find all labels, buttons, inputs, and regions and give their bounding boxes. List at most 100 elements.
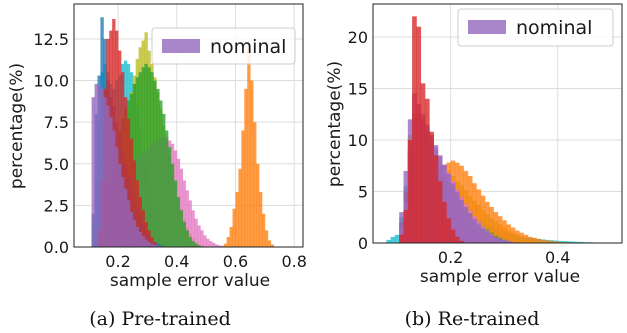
histogram-bar (167, 147, 172, 247)
histogram-bar (553, 241, 559, 243)
x-tick-labels: 0.2 0.4 0.6 0.8 (105, 252, 307, 271)
histogram-bar (570, 241, 576, 243)
x-tick-labels: 0.2 0.4 (438, 248, 571, 267)
histogram-bar (472, 183, 477, 243)
histogram-bar (472, 219, 477, 243)
histogram-bar (450, 229, 456, 243)
y-tick-label: 12.5 (33, 30, 69, 49)
histogram-bar (226, 237, 231, 247)
y-tick-label: 0.0 (44, 238, 69, 257)
plot-frame (372, 3, 623, 244)
caption-re-trained: (b) Re-trained (405, 308, 540, 330)
histogram-bar (162, 113, 166, 248)
histogram-bar (244, 88, 248, 247)
histogram-bar (194, 243, 198, 247)
histogram-bar (446, 218, 452, 243)
histogram-bar (264, 230, 269, 247)
histogram-bar (138, 197, 142, 247)
legend-box (457, 8, 614, 47)
histogram-bar (220, 245, 225, 247)
histogram-bar (118, 163, 122, 247)
y-tick-label: 0 (358, 234, 368, 253)
histogram-bar (523, 234, 529, 243)
histogram-bar (519, 232, 524, 243)
histogram-bar (399, 212, 404, 243)
histogram-bar (557, 240, 563, 243)
histogram-bar (442, 201, 447, 243)
histogram-bar (493, 236, 499, 243)
histogram-bar (112, 130, 116, 247)
histogram-bar (132, 220, 137, 247)
histogram-bar (185, 190, 189, 247)
histogram-bar (115, 30, 119, 247)
y-axis-label: percentage(%) (325, 61, 345, 187)
histogram-bar (188, 200, 192, 247)
histogram-bar (150, 72, 154, 248)
histogram-bar (156, 88, 160, 247)
histogram-bar (540, 239, 546, 243)
y-tick-label: 2.5 (44, 196, 69, 215)
x-tick-label: 0.4 (164, 252, 189, 271)
histogram-bar (156, 243, 160, 247)
histogram-bar (170, 163, 175, 247)
histogram-bar (450, 183, 456, 243)
y-axis-label: percentage(%) (7, 63, 27, 189)
histogram-bar (217, 245, 222, 247)
histogram-bar (235, 192, 239, 247)
histogram-bar (203, 235, 207, 247)
histogram-bar (150, 237, 154, 247)
histogram-bar (424, 98, 430, 243)
histogram-bar (416, 26, 422, 244)
histogram-bar (182, 180, 186, 247)
histogram-bar (232, 208, 236, 247)
histogram-bar (94, 83, 98, 247)
histogram-bar (150, 243, 154, 247)
x-tick-label: 0.6 (223, 252, 248, 271)
histogram-bar (197, 225, 201, 247)
legend-swatch-nominal (468, 20, 506, 34)
x-axis-label: sample error value (110, 271, 270, 291)
histogram-bar (141, 210, 145, 247)
histogram-bar (123, 97, 128, 248)
histogram-bar (173, 180, 178, 247)
histogram-bar (118, 50, 122, 248)
histogram-bar (153, 80, 157, 247)
histogram-bar (91, 97, 95, 248)
histogram-bar (179, 168, 184, 247)
legend-label-nominal: nominal (516, 17, 592, 39)
histogram-bar (390, 236, 396, 243)
histogram-bar (144, 222, 148, 247)
histogram-bar (536, 238, 542, 243)
y-tick-labels: 0 5 10 15 20 (348, 28, 368, 253)
y-tick-label: 15 (348, 79, 368, 98)
histogram-bar (197, 245, 201, 247)
histogram-bar (480, 228, 486, 243)
histogram-bar (407, 139, 413, 243)
histogram-bar (135, 77, 139, 247)
histogram-bar (159, 100, 163, 248)
histogram-bar (120, 72, 125, 248)
histogram-bar (97, 85, 101, 247)
histogram-bar (100, 88, 104, 247)
histogram-bar (467, 176, 473, 243)
histogram-bar (261, 213, 266, 247)
legend: nominal (457, 8, 614, 47)
histogram-bar (129, 212, 134, 247)
histogram-bar (123, 188, 128, 247)
x-tick-label: 0.8 (281, 252, 306, 271)
histogram-bar (147, 242, 151, 247)
histogram-bar (506, 240, 512, 243)
histogram-bar (185, 230, 189, 247)
panel-pre-trained: 0.0 2.5 5.0 7.5 10.0 12.5 0.2 0.4 0.6 0.8 percen… (7, 3, 307, 330)
histogram-bar (206, 238, 210, 247)
histogram-bar (420, 83, 426, 243)
histogram-bar (514, 230, 520, 243)
histogram-bar (147, 67, 151, 247)
histogram-bar (510, 241, 516, 243)
histogram-bar (144, 239, 148, 247)
histogram-bar (454, 236, 460, 243)
histogram-bar (120, 177, 125, 247)
histogram-bar (214, 244, 219, 247)
histogram-bar (527, 236, 533, 243)
histogram-bar (200, 230, 204, 247)
